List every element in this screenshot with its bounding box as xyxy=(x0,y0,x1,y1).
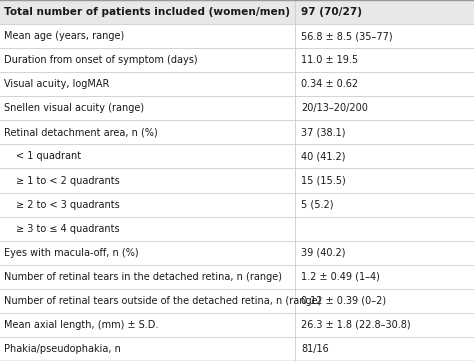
Text: 97 (70/27): 97 (70/27) xyxy=(301,7,362,17)
Text: 26.3 ± 1.8 (22.8–30.8): 26.3 ± 1.8 (22.8–30.8) xyxy=(301,320,410,330)
Text: 39 (40.2): 39 (40.2) xyxy=(301,248,346,258)
Text: Snellen visual acuity (range): Snellen visual acuity (range) xyxy=(4,103,144,113)
Text: Eyes with macula-off, n (%): Eyes with macula-off, n (%) xyxy=(4,248,138,258)
Text: 5 (5.2): 5 (5.2) xyxy=(301,200,334,210)
Text: 81/16: 81/16 xyxy=(301,344,329,354)
Text: 37 (38.1): 37 (38.1) xyxy=(301,127,346,138)
Text: 20/13–20/200: 20/13–20/200 xyxy=(301,103,368,113)
Text: Retinal detachment area, n (%): Retinal detachment area, n (%) xyxy=(4,127,158,138)
Text: < 1 quadrant: < 1 quadrant xyxy=(16,151,81,161)
Text: Number of retinal tears in the detached retina, n (range): Number of retinal tears in the detached … xyxy=(4,272,282,282)
Text: 1.2 ± 0.49 (1–4): 1.2 ± 0.49 (1–4) xyxy=(301,272,380,282)
Text: 11.0 ± 19.5: 11.0 ± 19.5 xyxy=(301,55,358,65)
Text: ≥ 2 to < 3 quadrants: ≥ 2 to < 3 quadrants xyxy=(16,200,120,210)
Text: Mean axial length, (mm) ± S.D.: Mean axial length, (mm) ± S.D. xyxy=(4,320,158,330)
Text: 0.34 ± 0.62: 0.34 ± 0.62 xyxy=(301,79,358,89)
Text: 40 (41.2): 40 (41.2) xyxy=(301,151,346,161)
Text: Duration from onset of symptom (days): Duration from onset of symptom (days) xyxy=(4,55,198,65)
Text: ≥ 1 to < 2 quadrants: ≥ 1 to < 2 quadrants xyxy=(16,175,120,186)
Text: 15 (15.5): 15 (15.5) xyxy=(301,175,346,186)
Text: Mean age (years, range): Mean age (years, range) xyxy=(4,31,124,41)
Text: Number of retinal tears outside of the detached retina, n (range): Number of retinal tears outside of the d… xyxy=(4,296,321,306)
Bar xyxy=(0,0,474,24)
Text: 56.8 ± 8.5 (35–77): 56.8 ± 8.5 (35–77) xyxy=(301,31,392,41)
Text: Total number of patients included (women/men): Total number of patients included (women… xyxy=(4,7,290,17)
Text: 0.12 ± 0.39 (0–2): 0.12 ± 0.39 (0–2) xyxy=(301,296,386,306)
Text: ≥ 3 to ≤ 4 quadrants: ≥ 3 to ≤ 4 quadrants xyxy=(16,223,119,234)
Text: Phakia/pseudophakia, n: Phakia/pseudophakia, n xyxy=(4,344,121,354)
Text: Visual acuity, logMAR: Visual acuity, logMAR xyxy=(4,79,109,89)
